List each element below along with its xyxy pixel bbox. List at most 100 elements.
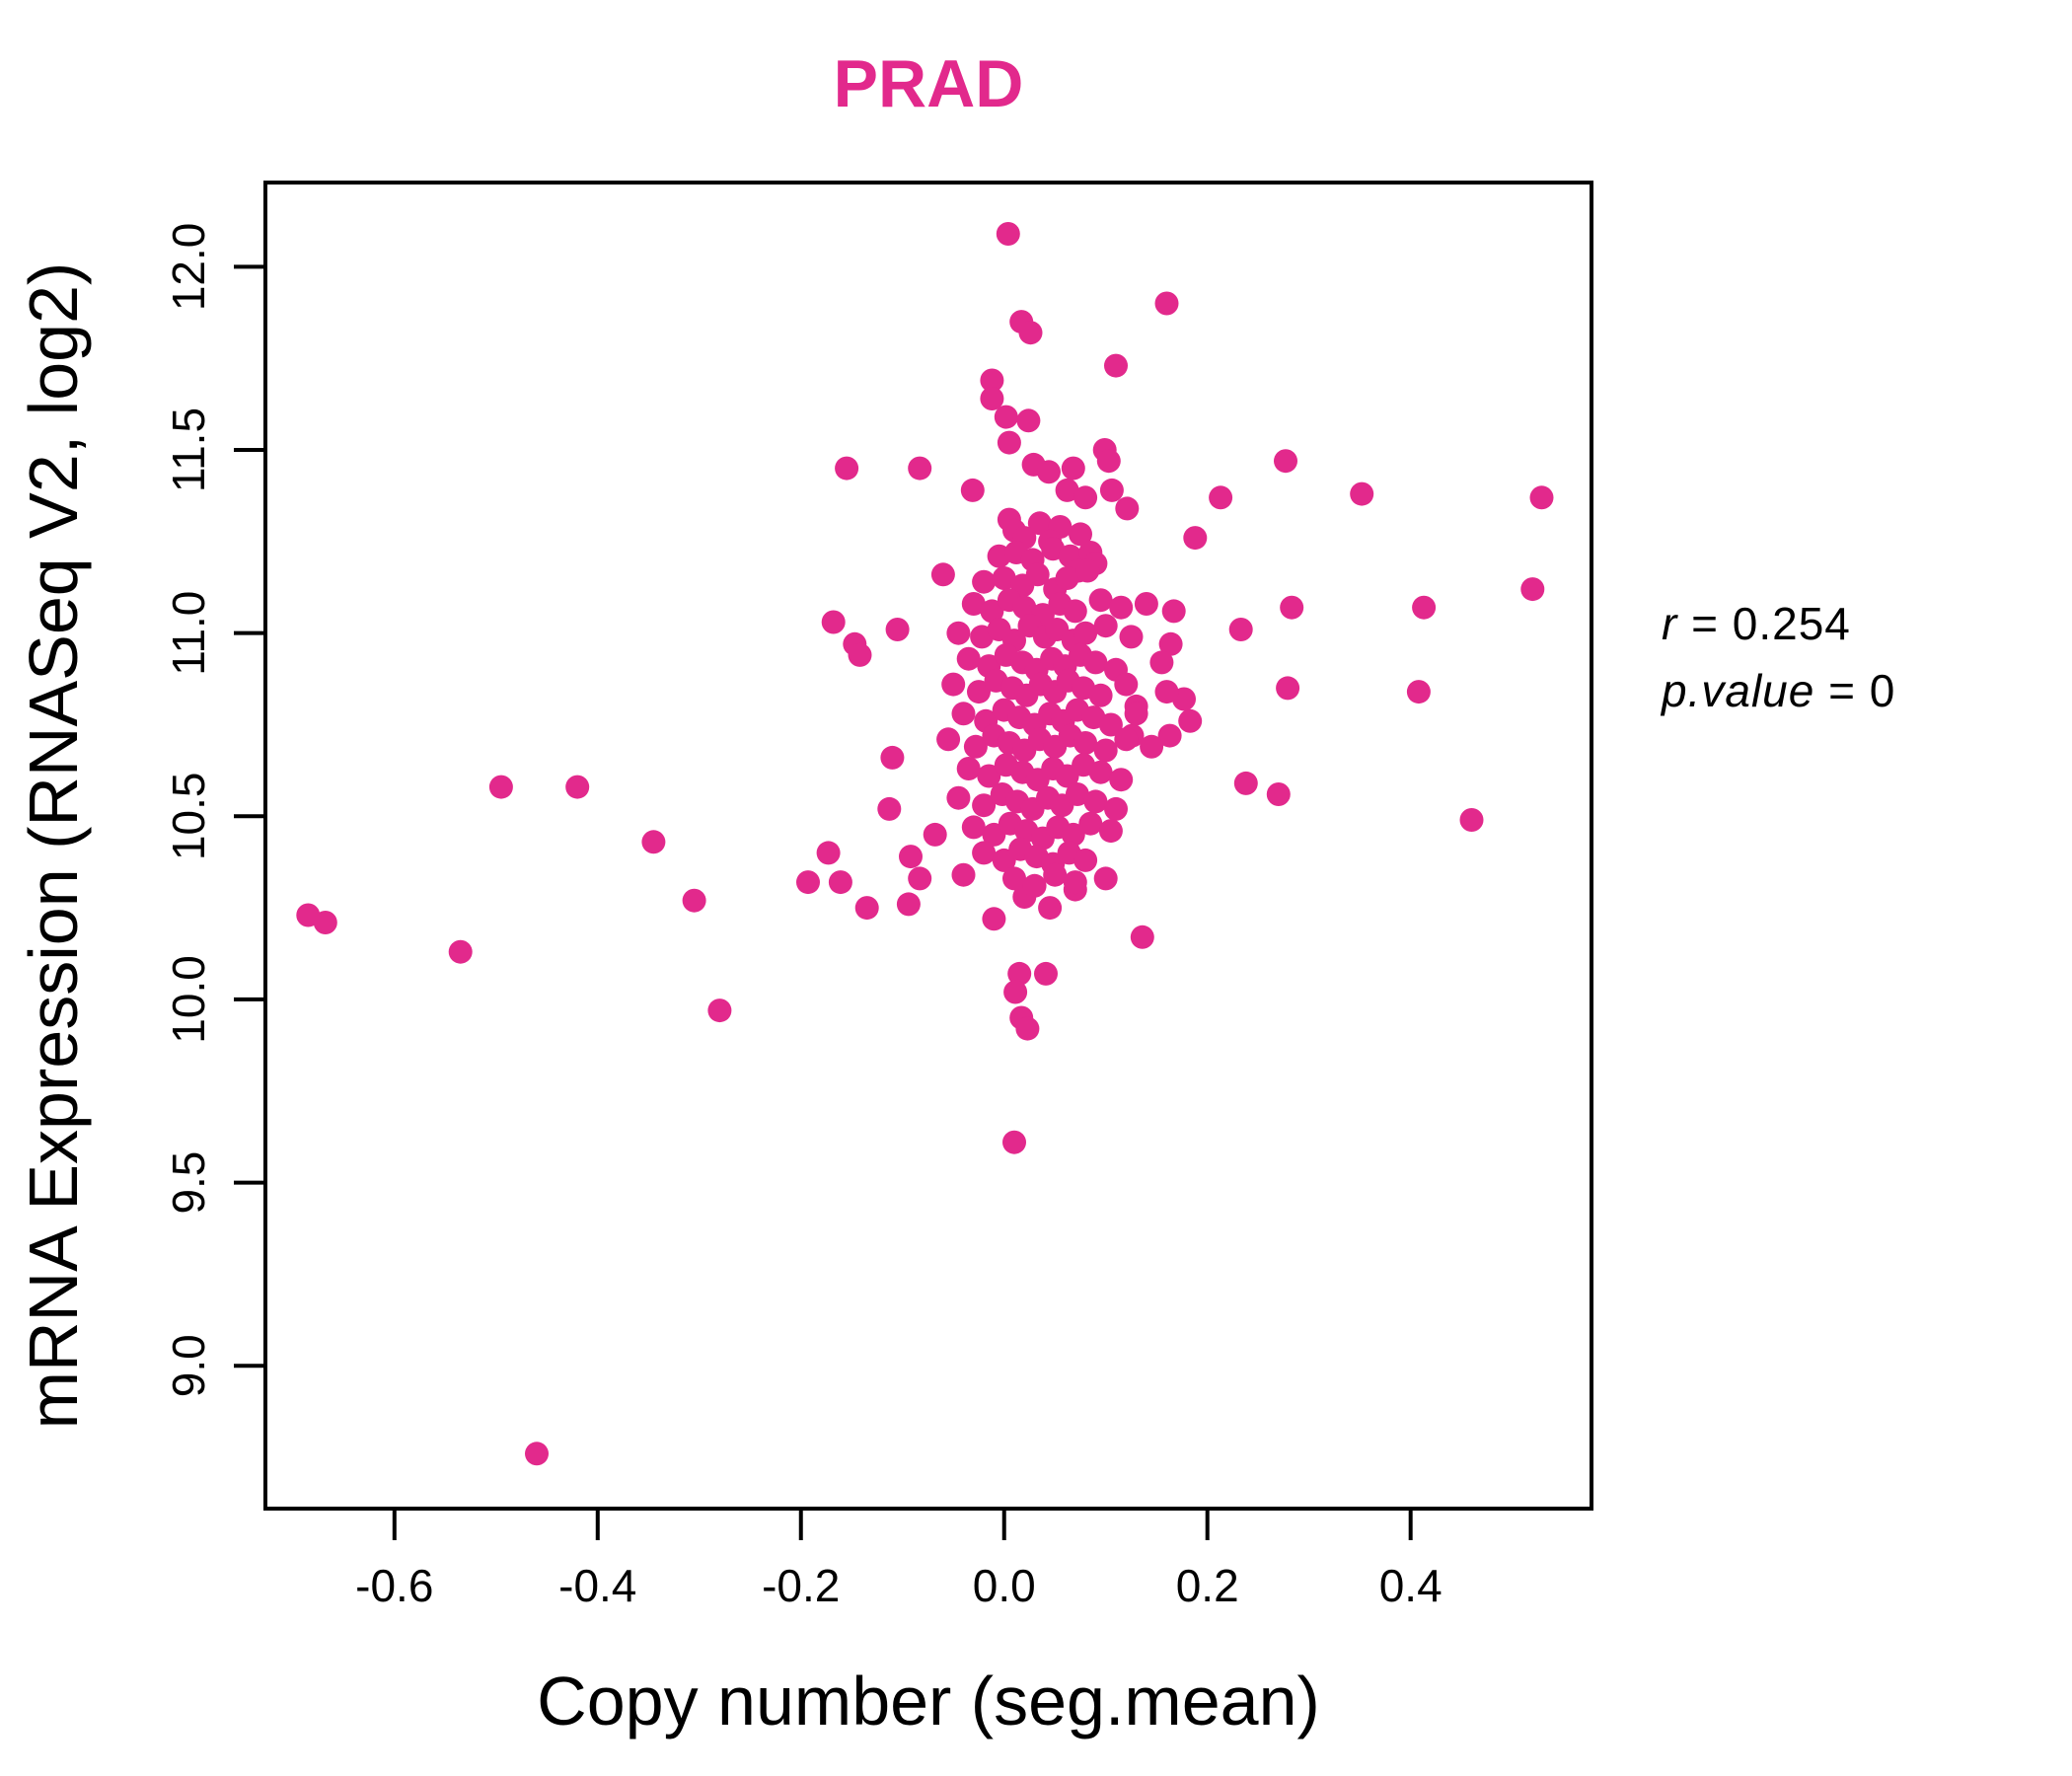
annotation-r-value: = 0.254: [1677, 598, 1851, 649]
data-point: [997, 430, 1021, 455]
data-point: [1233, 771, 1258, 795]
data-point: [1274, 449, 1297, 474]
plot-box: [263, 181, 1593, 1511]
data-point: [1002, 1130, 1026, 1154]
data-point: [1038, 896, 1063, 921]
data-point: [1520, 577, 1545, 602]
data-point: [1043, 862, 1068, 887]
y-tick-label: 9.0: [163, 1334, 214, 1397]
data-point: [956, 757, 981, 780]
data-point: [1073, 848, 1098, 872]
y-tick-label: 11.0: [163, 591, 214, 676]
data-point: [1115, 496, 1140, 521]
data-point: [1063, 599, 1087, 624]
data-point: [1069, 522, 1092, 547]
data-point: [908, 866, 932, 891]
data-point: [1109, 595, 1134, 620]
data-point: [1075, 558, 1100, 583]
data-point: [707, 999, 732, 1023]
data-point: [936, 727, 961, 752]
svg-text:r = 0.254: r = 0.254: [1662, 598, 1851, 649]
y-tick-label: 10.5: [163, 773, 214, 861]
x-tick-label: -0.6: [355, 1560, 433, 1611]
data-point: [994, 405, 1018, 429]
data-point: [313, 911, 337, 934]
data-point: [1266, 782, 1291, 806]
data-point: [1083, 650, 1108, 675]
data-point: [1114, 727, 1139, 752]
data-point: [1098, 712, 1123, 737]
data-point: [972, 793, 997, 818]
data-point: [1093, 614, 1118, 638]
data-point: [488, 775, 513, 799]
data-point: [1015, 1016, 1040, 1041]
data-point: [956, 646, 981, 671]
data-point: [908, 456, 932, 481]
data-point: [1012, 595, 1037, 620]
data-point: [1088, 683, 1113, 707]
data-point: [980, 599, 1004, 624]
data-point: [1104, 796, 1128, 821]
data-point: [1098, 819, 1123, 844]
data-point: [946, 785, 971, 810]
data-point: [1114, 672, 1139, 697]
data-point: [1027, 511, 1052, 536]
y-axis-tick-labels: 9.0 9.5 10.0 10.5 11.0 11.5 12.0: [163, 223, 214, 1398]
data-point: [923, 822, 947, 847]
data-point: [1529, 485, 1554, 510]
data-point: [1078, 811, 1103, 836]
data-point: [848, 642, 872, 667]
data-point: [1063, 870, 1087, 895]
y-tick-label: 12.0: [163, 223, 214, 312]
data-point: [448, 939, 473, 964]
annotation-p-value: = 0: [1814, 665, 1895, 716]
data-point: [1134, 592, 1158, 616]
data-point: [525, 1442, 549, 1466]
data-point: [1140, 734, 1164, 759]
data-point: [1037, 460, 1061, 484]
data-point: [963, 734, 988, 759]
data-point: [980, 368, 1004, 393]
data-point: [880, 745, 905, 770]
data-point: [1099, 478, 1124, 502]
x-tick-label: 0.4: [1379, 1560, 1443, 1611]
data-point: [1016, 408, 1041, 433]
y-axis-label: mRNA Expression (RNASeq V2, log2): [15, 262, 92, 1430]
data-point: [961, 592, 986, 616]
data-point: [1276, 676, 1300, 701]
data-point: [1459, 808, 1484, 832]
x-tick-label: -0.4: [558, 1560, 636, 1611]
data-point: [1007, 961, 1032, 986]
data-point: [835, 456, 859, 481]
data-point: [967, 680, 991, 704]
data-point: [1183, 526, 1208, 551]
data-point: [1158, 631, 1183, 656]
data-point: [930, 562, 955, 587]
data-point: [1002, 866, 1026, 891]
x-tick-label: 0.0: [973, 1560, 1036, 1611]
data-point: [1022, 873, 1047, 898]
data-point: [1096, 449, 1121, 474]
y-tick-label: 10.0: [163, 955, 214, 1044]
data-point: [899, 845, 923, 869]
data-point: [1154, 291, 1179, 316]
data-point: [961, 815, 986, 840]
data-point: [1209, 485, 1233, 510]
data-point: [1228, 618, 1253, 641]
data-point: [1025, 562, 1050, 587]
data-point: [992, 566, 1016, 590]
data-point: [641, 830, 666, 854]
data-point: [896, 892, 921, 917]
data-point: [1088, 760, 1113, 784]
data-point: [1065, 782, 1089, 806]
y-axis-ticks: [234, 264, 265, 1369]
data-point: [1055, 478, 1079, 502]
data-point: [682, 888, 706, 913]
data-point: [1018, 321, 1043, 345]
data-point: [565, 775, 590, 799]
data-point: [877, 796, 902, 821]
data-point: [1093, 866, 1118, 891]
data-points: [296, 222, 1554, 1466]
data-point: [972, 569, 997, 594]
